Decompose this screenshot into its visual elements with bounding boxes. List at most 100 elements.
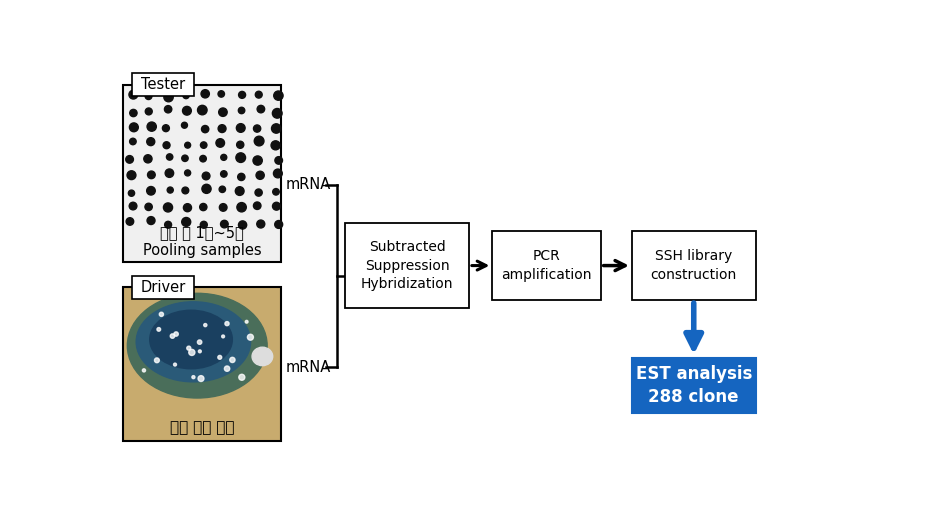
Circle shape (164, 93, 173, 102)
FancyBboxPatch shape (132, 73, 194, 96)
Circle shape (200, 221, 208, 228)
Circle shape (272, 124, 281, 133)
Text: Driver: Driver (141, 280, 185, 295)
Circle shape (238, 92, 246, 98)
Circle shape (189, 350, 195, 355)
Text: Subtracted
Suppression
Hybridization: Subtracted Suppression Hybridization (360, 240, 453, 291)
Circle shape (236, 123, 245, 132)
Circle shape (162, 124, 169, 131)
Circle shape (238, 107, 245, 114)
Circle shape (165, 105, 172, 113)
Circle shape (142, 369, 145, 372)
Circle shape (200, 155, 207, 162)
Circle shape (159, 312, 164, 317)
Circle shape (184, 170, 191, 176)
Circle shape (255, 189, 263, 196)
Circle shape (182, 93, 189, 98)
Circle shape (129, 110, 137, 117)
Circle shape (201, 126, 209, 133)
Circle shape (126, 218, 134, 225)
Circle shape (170, 334, 175, 338)
Circle shape (253, 202, 261, 210)
Circle shape (255, 91, 263, 98)
FancyBboxPatch shape (632, 231, 756, 300)
FancyBboxPatch shape (132, 276, 194, 298)
Circle shape (143, 155, 152, 163)
Circle shape (274, 91, 283, 100)
Circle shape (218, 124, 226, 132)
Circle shape (183, 204, 192, 212)
Circle shape (167, 154, 173, 160)
Circle shape (192, 376, 195, 379)
Circle shape (197, 105, 207, 115)
Ellipse shape (136, 302, 250, 382)
Circle shape (182, 187, 189, 194)
Circle shape (129, 123, 139, 132)
Circle shape (184, 142, 191, 148)
Circle shape (202, 184, 211, 194)
Circle shape (219, 186, 225, 193)
Circle shape (238, 375, 245, 380)
Circle shape (220, 204, 227, 211)
Circle shape (245, 320, 248, 323)
Circle shape (147, 171, 155, 179)
Circle shape (225, 321, 229, 326)
Circle shape (199, 203, 207, 211)
FancyBboxPatch shape (345, 223, 469, 308)
Text: Tester: Tester (141, 77, 185, 92)
Circle shape (230, 358, 235, 362)
Circle shape (274, 169, 282, 178)
Circle shape (275, 221, 283, 228)
Circle shape (174, 332, 179, 336)
Circle shape (164, 203, 172, 212)
Circle shape (173, 363, 177, 366)
Circle shape (163, 142, 170, 148)
Circle shape (198, 350, 201, 353)
Circle shape (253, 156, 263, 165)
Circle shape (218, 91, 224, 97)
Circle shape (147, 122, 156, 131)
Circle shape (129, 202, 137, 210)
Text: mRNA: mRNA (285, 177, 331, 192)
Circle shape (157, 328, 161, 331)
Circle shape (236, 203, 247, 212)
Circle shape (165, 221, 171, 228)
Text: 어미 근육 샘플: 어미 근육 샘플 (169, 421, 235, 436)
Circle shape (147, 187, 155, 195)
Circle shape (202, 172, 210, 180)
Circle shape (200, 142, 207, 148)
Circle shape (275, 156, 282, 164)
Circle shape (147, 138, 155, 146)
Circle shape (128, 90, 138, 99)
Circle shape (165, 169, 174, 177)
Circle shape (168, 187, 173, 193)
Circle shape (224, 366, 230, 371)
Circle shape (257, 105, 264, 113)
Circle shape (182, 122, 187, 128)
Circle shape (236, 141, 244, 148)
FancyBboxPatch shape (123, 85, 281, 262)
Circle shape (155, 358, 159, 363)
Text: PCR
amplification: PCR amplification (501, 250, 592, 282)
Circle shape (248, 334, 253, 340)
Ellipse shape (128, 293, 267, 398)
Text: Pooling samples: Pooling samples (142, 243, 262, 257)
Circle shape (238, 221, 247, 229)
Circle shape (218, 355, 222, 359)
Circle shape (182, 106, 192, 115)
Circle shape (257, 220, 264, 228)
Ellipse shape (252, 347, 273, 365)
Circle shape (127, 171, 136, 180)
Circle shape (256, 171, 264, 179)
Circle shape (236, 187, 244, 195)
Circle shape (219, 108, 227, 117)
Text: mRNA: mRNA (285, 360, 331, 375)
Circle shape (187, 346, 191, 350)
Circle shape (237, 173, 245, 180)
Circle shape (253, 125, 261, 132)
Circle shape (129, 138, 136, 145)
FancyBboxPatch shape (123, 287, 281, 441)
Circle shape (236, 153, 246, 162)
Circle shape (221, 220, 228, 228)
Circle shape (273, 188, 279, 195)
